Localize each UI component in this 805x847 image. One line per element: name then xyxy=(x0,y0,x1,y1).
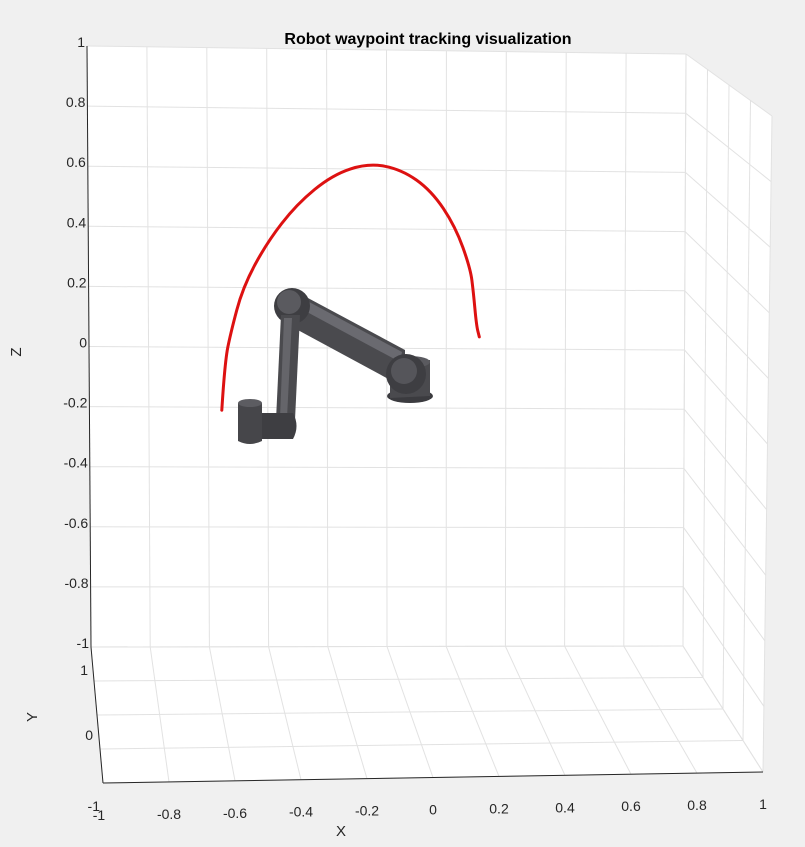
side-wall xyxy=(683,54,772,772)
y-tick-label: -1 xyxy=(88,798,101,814)
z-tick-label: 0 xyxy=(79,335,87,351)
axes-edges xyxy=(86,45,764,784)
chart-title: Robot waypoint tracking visualization xyxy=(284,31,571,48)
y-tick-label: 1 xyxy=(80,662,88,678)
z-tick-label: -0.2 xyxy=(63,395,87,411)
x-tick-label: 0.2 xyxy=(489,800,509,816)
z-axis-line xyxy=(86,45,92,648)
robot-arm xyxy=(238,288,433,444)
z-tick-label: 0.2 xyxy=(67,274,87,290)
grid-line-y xyxy=(90,645,684,648)
grid-line-side-y xyxy=(682,53,687,647)
x-tick-label: -0.4 xyxy=(289,804,313,820)
y-axis-label: Y xyxy=(24,712,41,722)
x-tick-label: 0.8 xyxy=(687,797,707,813)
grid-line-y xyxy=(96,708,724,716)
x-axis-line xyxy=(102,771,764,784)
y-axis-line xyxy=(90,646,104,784)
axes-panes xyxy=(87,46,772,783)
z-tick-label: 0.8 xyxy=(66,94,86,110)
x-tick-label: 0.6 xyxy=(621,798,641,814)
grid-line-side-y xyxy=(702,69,708,678)
grid-line-side-y xyxy=(742,100,751,741)
grid-line-z xyxy=(90,526,684,529)
x-tick-label: 0.4 xyxy=(555,799,575,815)
z-tick-label: -1 xyxy=(77,635,90,651)
x-axis-label: X xyxy=(336,823,346,840)
wrist-joint xyxy=(258,413,297,439)
z-tick-label: 1 xyxy=(77,34,85,50)
z-tick-label: -0.8 xyxy=(64,575,88,591)
grid-line-z xyxy=(88,285,685,292)
x-tick-label: -0.2 xyxy=(355,803,379,819)
grid-line-side-y xyxy=(722,84,730,710)
z-axis-label: Z xyxy=(8,347,25,356)
waypoint-trajectory-line xyxy=(220,163,481,412)
x-tick-label: -0.6 xyxy=(223,805,247,821)
x-tick-label: -1 xyxy=(93,807,106,823)
grid-line-y xyxy=(93,677,704,682)
z-tick-label: -0.4 xyxy=(64,455,88,471)
grid-line-side-y xyxy=(762,115,773,773)
grid-line-z xyxy=(89,466,684,469)
grid-line-z xyxy=(87,165,686,173)
x-tick-label: -0.8 xyxy=(157,806,181,822)
grid-line-z xyxy=(87,105,686,114)
grid-line-z xyxy=(86,45,687,55)
tick-labels: -1 -0.8 -0.6 -0.4 -0.2 0 0.2 0.4 0.6 0.8 1 1 0.8 0.6 0… xyxy=(63,34,767,823)
z-tick-label: 0.6 xyxy=(66,154,86,170)
x-tick-label: 1 xyxy=(759,796,767,812)
grid-line-z xyxy=(89,406,685,410)
end-effector xyxy=(238,403,262,444)
x-tick-label: 0 xyxy=(429,802,437,818)
z-tick-label: -0.6 xyxy=(64,515,88,531)
grid-line-y xyxy=(99,740,744,750)
upper-arm-highlight xyxy=(294,296,402,362)
grid-line-z xyxy=(88,225,686,233)
z-tick-label: 0.4 xyxy=(67,214,87,230)
y-tick-label: 0 xyxy=(85,727,93,743)
